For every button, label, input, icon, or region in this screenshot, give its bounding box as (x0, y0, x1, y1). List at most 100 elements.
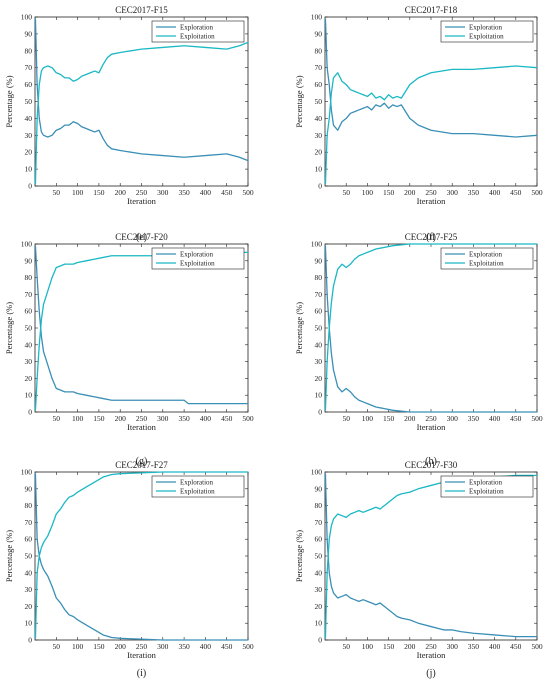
x-tick-label: 250 (425, 642, 437, 651)
series-line-exploitation (324, 474, 537, 639)
y-tick-label: 10 (25, 619, 33, 628)
x-tick-label: 350 (178, 414, 190, 423)
y-tick-label: 90 (25, 29, 33, 38)
chart-panel: CEC2017-F20 0 10 20 30 40 50 60 70 80 90 100 50 100 15… (4, 232, 254, 467)
x-tick-label: 150 (383, 642, 395, 651)
x-axis-label: Iteration (127, 196, 157, 206)
x-tick-label: 250 (136, 414, 148, 423)
y-tick-label: 70 (25, 518, 33, 527)
chart-panel: CEC2017-F25 0 10 20 30 40 50 60 70 80 90 100 50 100 15… (294, 232, 543, 467)
x-tick-label: 400 (200, 414, 212, 423)
x-tick-label: 150 (383, 414, 395, 423)
x-tick-label: 450 (221, 642, 233, 651)
y-tick-label: 70 (315, 518, 323, 527)
y-tick-label: 60 (315, 535, 323, 544)
legend-label: Exploitation (469, 488, 504, 496)
x-tick-label: 200 (115, 642, 127, 651)
x-tick-label: 100 (362, 414, 374, 423)
legend-label: Exploitation (180, 260, 215, 268)
x-axis-label: Iteration (127, 422, 157, 432)
x-tick-label: 100 (72, 414, 84, 423)
x-tick-label: 400 (489, 414, 501, 423)
y-tick-label: 40 (315, 114, 323, 123)
series-line-exploitation (34, 251, 248, 411)
x-tick-label: 200 (115, 188, 127, 197)
series-line-exploration (324, 18, 538, 138)
x-tick-label: 250 (136, 188, 148, 197)
chart-title: CEC2017-F18 (405, 5, 458, 15)
chart-panel: CEC2017-F30 0 10 20 30 40 50 60 70 80 90 100 50 100 15… (294, 460, 543, 679)
y-axis-label: Percentage (%) (4, 302, 14, 354)
subfigure-caption: (i) (137, 668, 146, 679)
y-tick-label: 20 (315, 148, 323, 157)
y-tick-label: 90 (315, 484, 323, 493)
legend-box (440, 20, 534, 43)
y-tick-label: 30 (315, 585, 323, 594)
series-line-exploration (34, 18, 249, 162)
x-tick-label: 250 (136, 642, 148, 651)
y-tick-label: 70 (315, 63, 323, 72)
y-tick-label: 70 (315, 290, 323, 299)
y-axis-label: Percentage (%) (294, 530, 304, 582)
x-tick-label: 200 (404, 414, 416, 423)
y-tick-label: 100 (21, 240, 33, 249)
x-tick-label: 300 (447, 642, 459, 651)
y-tick-label: 20 (315, 602, 323, 611)
x-tick-label: 200 (404, 188, 416, 197)
x-tick-label: 350 (468, 414, 480, 423)
x-tick-label: 450 (510, 188, 522, 197)
x-tick-label: 50 (53, 642, 61, 651)
subfigure-caption: (g) (136, 456, 148, 467)
y-tick-label: 100 (21, 468, 33, 477)
chart-title: CEC2017-F27 (115, 460, 168, 470)
x-tick-label: 300 (157, 188, 169, 197)
y-tick-label: 60 (25, 307, 33, 316)
x-tick-label: 100 (362, 188, 374, 197)
legend-label: Exploration (180, 251, 214, 259)
y-tick-label: 10 (25, 391, 33, 400)
x-tick-label: 350 (178, 642, 190, 651)
legend-box (151, 475, 245, 498)
series-line-exploration (34, 473, 248, 641)
x-tick-label: 500 (242, 414, 254, 423)
legend-label: Exploration (469, 479, 503, 487)
x-tick-label: 350 (468, 642, 480, 651)
subfigure-caption: (h) (425, 456, 437, 467)
y-tick-label: 90 (315, 256, 323, 265)
x-axis-label: Iteration (417, 422, 447, 432)
plot-area-frame (324, 16, 538, 187)
y-tick-label: 50 (25, 324, 33, 333)
x-tick-label: 350 (468, 188, 480, 197)
series-line-exploitation (324, 243, 537, 411)
y-tick-label: 40 (25, 114, 33, 123)
series-line-exploration (324, 473, 537, 638)
x-tick-label: 100 (72, 188, 84, 197)
y-tick-label: 90 (315, 29, 323, 38)
legend-box (151, 20, 245, 43)
chart-panel: CEC2017-F27 0 10 20 30 40 50 60 70 80 90 100 50 100 15… (4, 460, 254, 679)
x-tick-label: 500 (242, 188, 254, 197)
x-tick-label: 500 (531, 642, 543, 651)
y-tick-label: 20 (25, 374, 33, 383)
x-tick-label: 400 (200, 642, 212, 651)
y-tick-label: 100 (311, 468, 323, 477)
series-line-exploitation (34, 41, 249, 185)
y-tick-label: 0 (318, 408, 322, 417)
y-tick-label: 20 (315, 374, 323, 383)
y-axis-label: Percentage (%) (294, 302, 304, 354)
y-tick-label: 10 (315, 391, 323, 400)
chart-title: CEC2017-F15 (115, 5, 168, 15)
subfigure-caption: (j) (426, 668, 435, 679)
x-tick-label: 150 (383, 188, 395, 197)
y-tick-label: 40 (25, 340, 33, 349)
legend-label: Exploitation (180, 33, 215, 41)
y-tick-label: 70 (25, 290, 33, 299)
legend-label: Exploration (180, 24, 214, 32)
legend-label: Exploitation (469, 33, 504, 41)
legend-label: Exploration (180, 479, 214, 487)
x-tick-label: 400 (200, 188, 212, 197)
x-tick-label: 150 (93, 188, 105, 197)
subfigure-caption: (e) (136, 232, 147, 243)
y-tick-label: 50 (315, 324, 323, 333)
